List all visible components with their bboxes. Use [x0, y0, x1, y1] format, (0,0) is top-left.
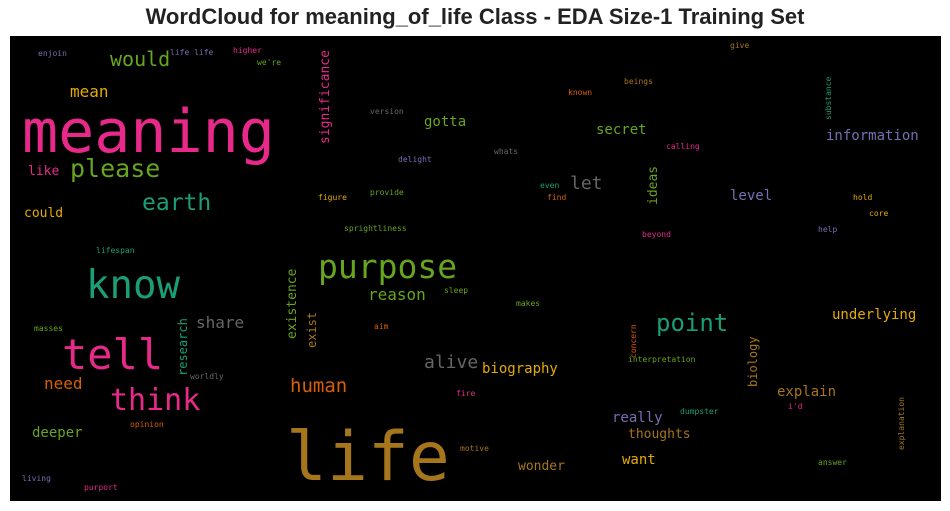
- word-research: research: [176, 318, 190, 376]
- word-core: core: [869, 209, 889, 218]
- word-could: could: [24, 206, 64, 221]
- word-calling: calling: [666, 142, 700, 151]
- word-mean: mean: [70, 82, 109, 101]
- word-wonder: wonder: [518, 459, 565, 474]
- word-human: human: [290, 375, 348, 397]
- word-aim: aim: [374, 322, 389, 331]
- word-think: think: [110, 383, 201, 418]
- word-sleep: sleep: [444, 286, 469, 295]
- word-would: would: [110, 47, 171, 71]
- word-life: life: [286, 418, 450, 497]
- word-figure: figure: [318, 193, 347, 202]
- word-higher: higher: [233, 46, 262, 55]
- word-purpose: purpose: [318, 247, 458, 286]
- chart-title: WordCloud for meaning_of_life Class - ED…: [145, 4, 805, 29]
- word-hold: hold: [853, 193, 873, 202]
- word-beings: beings: [624, 77, 653, 86]
- word-biography: biography: [482, 361, 558, 377]
- word-answer: answer: [818, 458, 847, 467]
- word-give: give: [730, 41, 750, 50]
- word-life-life: life life: [170, 48, 214, 57]
- word-want: want: [622, 452, 656, 468]
- word-level: level: [730, 188, 773, 204]
- word-point: point: [656, 309, 729, 337]
- word-share: share: [196, 313, 245, 332]
- word-underlying: underlying: [832, 307, 917, 323]
- word-biology: biology: [746, 336, 760, 387]
- word-version: version: [370, 107, 404, 116]
- word-really: really: [612, 410, 663, 426]
- word-masses: masses: [34, 324, 63, 333]
- word-like: like: [28, 164, 60, 179]
- word-meaning: meaning: [22, 97, 275, 167]
- word-information: information: [826, 128, 919, 144]
- word-help: help: [818, 225, 838, 234]
- word-substance: substance: [824, 76, 833, 120]
- word-delight: delight: [398, 155, 432, 164]
- word-know: know: [86, 263, 180, 308]
- word-beyond: beyond: [642, 230, 671, 239]
- word-ideas: ideas: [646, 165, 661, 205]
- word-whats: whats: [494, 147, 519, 156]
- word-known: known: [568, 88, 593, 97]
- word-existence: existence: [285, 268, 300, 339]
- word-sprightliness: sprightliness: [344, 224, 407, 233]
- word-motive: motive: [460, 444, 489, 453]
- word-exist: exist: [305, 311, 319, 348]
- word-living: living: [22, 474, 51, 483]
- word-fire: fire: [456, 389, 476, 398]
- word-tell: tell: [62, 330, 164, 379]
- word-explanation: explanation: [897, 397, 906, 450]
- word-reason: reason: [368, 285, 426, 304]
- word-makes: makes: [516, 299, 541, 308]
- word-provide: provide: [370, 188, 404, 197]
- word-were: we're: [257, 58, 282, 67]
- word-lifespan: lifespan: [96, 246, 135, 255]
- word-id: i'd: [788, 402, 803, 411]
- word-significance: significance: [318, 50, 333, 144]
- word-let: let: [570, 173, 603, 194]
- word-concern: concern: [629, 324, 638, 358]
- word-interpretation: interpretation: [628, 355, 696, 364]
- word-purport: purport: [84, 483, 118, 492]
- word-even: even: [540, 181, 560, 190]
- word-explain: explain: [777, 384, 837, 400]
- word-gotta: gotta: [424, 114, 467, 130]
- word-enjoin: enjoin: [38, 49, 67, 58]
- word-opinion: opinion: [130, 420, 164, 429]
- word-dumpster: dumpster: [680, 407, 719, 416]
- word-cloud-canvas: meaning life purpose know tell think ple…: [10, 36, 941, 501]
- word-alive: alive: [424, 352, 479, 373]
- word-deeper: deeper: [32, 425, 83, 441]
- word-need: need: [44, 374, 83, 393]
- word-secret: secret: [596, 122, 647, 138]
- word-worldly: worldly: [190, 372, 224, 381]
- word-find: find: [547, 193, 567, 202]
- word-earth: earth: [142, 190, 212, 216]
- word-thoughts: thoughts: [628, 427, 691, 442]
- word-please: please: [70, 154, 161, 183]
